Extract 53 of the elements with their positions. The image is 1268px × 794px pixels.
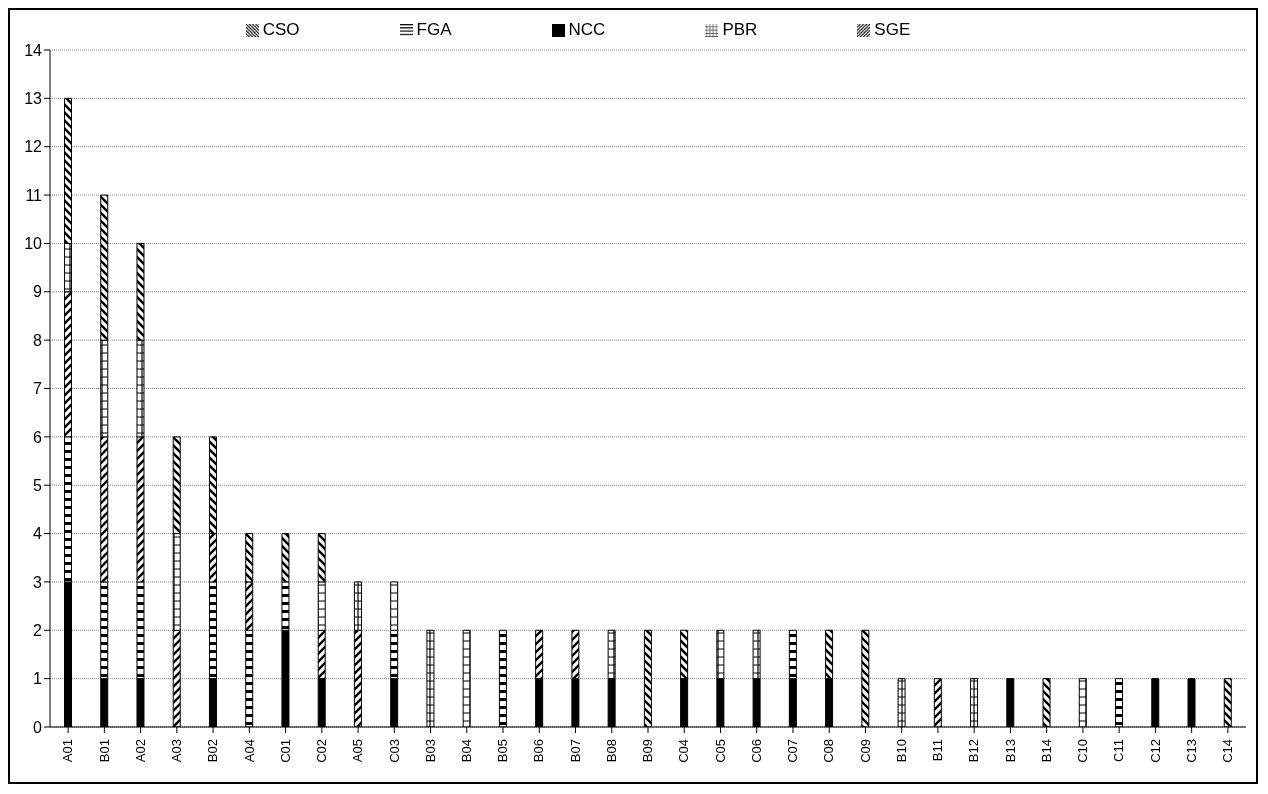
y-tick-label: 0 — [33, 718, 43, 736]
x-tick-label: C06 — [748, 739, 764, 763]
y-tick-label: 1 — [33, 670, 43, 688]
y-tick-label: 8 — [33, 331, 43, 349]
x-tick-label: A04 — [241, 739, 257, 763]
y-tick-label: 14 — [24, 41, 43, 59]
legend-label: NCC — [568, 20, 606, 39]
x-tick-label: B10 — [893, 739, 909, 763]
x-tick-label: A01 — [60, 739, 76, 763]
y-tick-label: 4 — [33, 525, 43, 543]
x-tick-label: B06 — [531, 739, 547, 763]
x-tick-label: C11 — [1111, 739, 1127, 762]
y-tick-label: 10 — [24, 235, 43, 253]
x-tick-label: C05 — [712, 739, 728, 763]
y-tick-label: 11 — [25, 186, 43, 204]
legend-label: SGE — [874, 20, 911, 39]
x-tick-label: C14 — [1220, 739, 1236, 763]
x-tick-label: A03 — [169, 739, 185, 763]
x-tick-label: C09 — [857, 739, 873, 763]
y-tick-label: 9 — [33, 283, 43, 301]
x-tick-label: B08 — [603, 739, 619, 763]
x-tick-label: B09 — [640, 739, 656, 763]
y-tick-label: 5 — [33, 476, 43, 494]
x-tick-label: C03 — [386, 739, 402, 763]
y-tick-label: 13 — [24, 90, 43, 108]
x-tick-label: B07 — [567, 739, 583, 763]
x-tick-label: B04 — [459, 739, 475, 763]
x-tick-label: C04 — [676, 739, 692, 763]
x-tick-label: B11 — [930, 739, 946, 762]
x-tick-label: B12 — [966, 739, 982, 763]
y-tick-label: 6 — [33, 428, 43, 446]
x-tick-label: B13 — [1002, 739, 1018, 763]
x-tick-label: B03 — [422, 739, 438, 763]
y-tick-label: 12 — [24, 138, 43, 156]
x-tick-label: C02 — [314, 739, 330, 763]
x-tick-label: C01 — [277, 739, 293, 763]
x-tick-label: B14 — [1038, 739, 1054, 763]
x-tick-label: B02 — [205, 739, 221, 763]
x-tick-label: C08 — [821, 739, 837, 763]
x-tick-label: C12 — [1147, 739, 1163, 763]
x-tick-label: C13 — [1183, 739, 1199, 763]
y-tick-label: 3 — [33, 573, 43, 591]
y-tick-label: 7 — [33, 380, 43, 398]
legend-label: FGA — [416, 20, 452, 39]
x-tick-label: A05 — [350, 739, 366, 763]
x-tick-label: C07 — [785, 739, 801, 763]
legend-label: CSO — [262, 20, 300, 39]
y-tick-label: 2 — [33, 621, 43, 639]
x-tick-label: C10 — [1075, 739, 1091, 763]
x-tick-label: A02 — [132, 739, 148, 763]
legend-label: PBR — [722, 20, 758, 39]
x-tick-label: B01 — [96, 739, 112, 763]
x-tick-label: B05 — [495, 739, 511, 763]
